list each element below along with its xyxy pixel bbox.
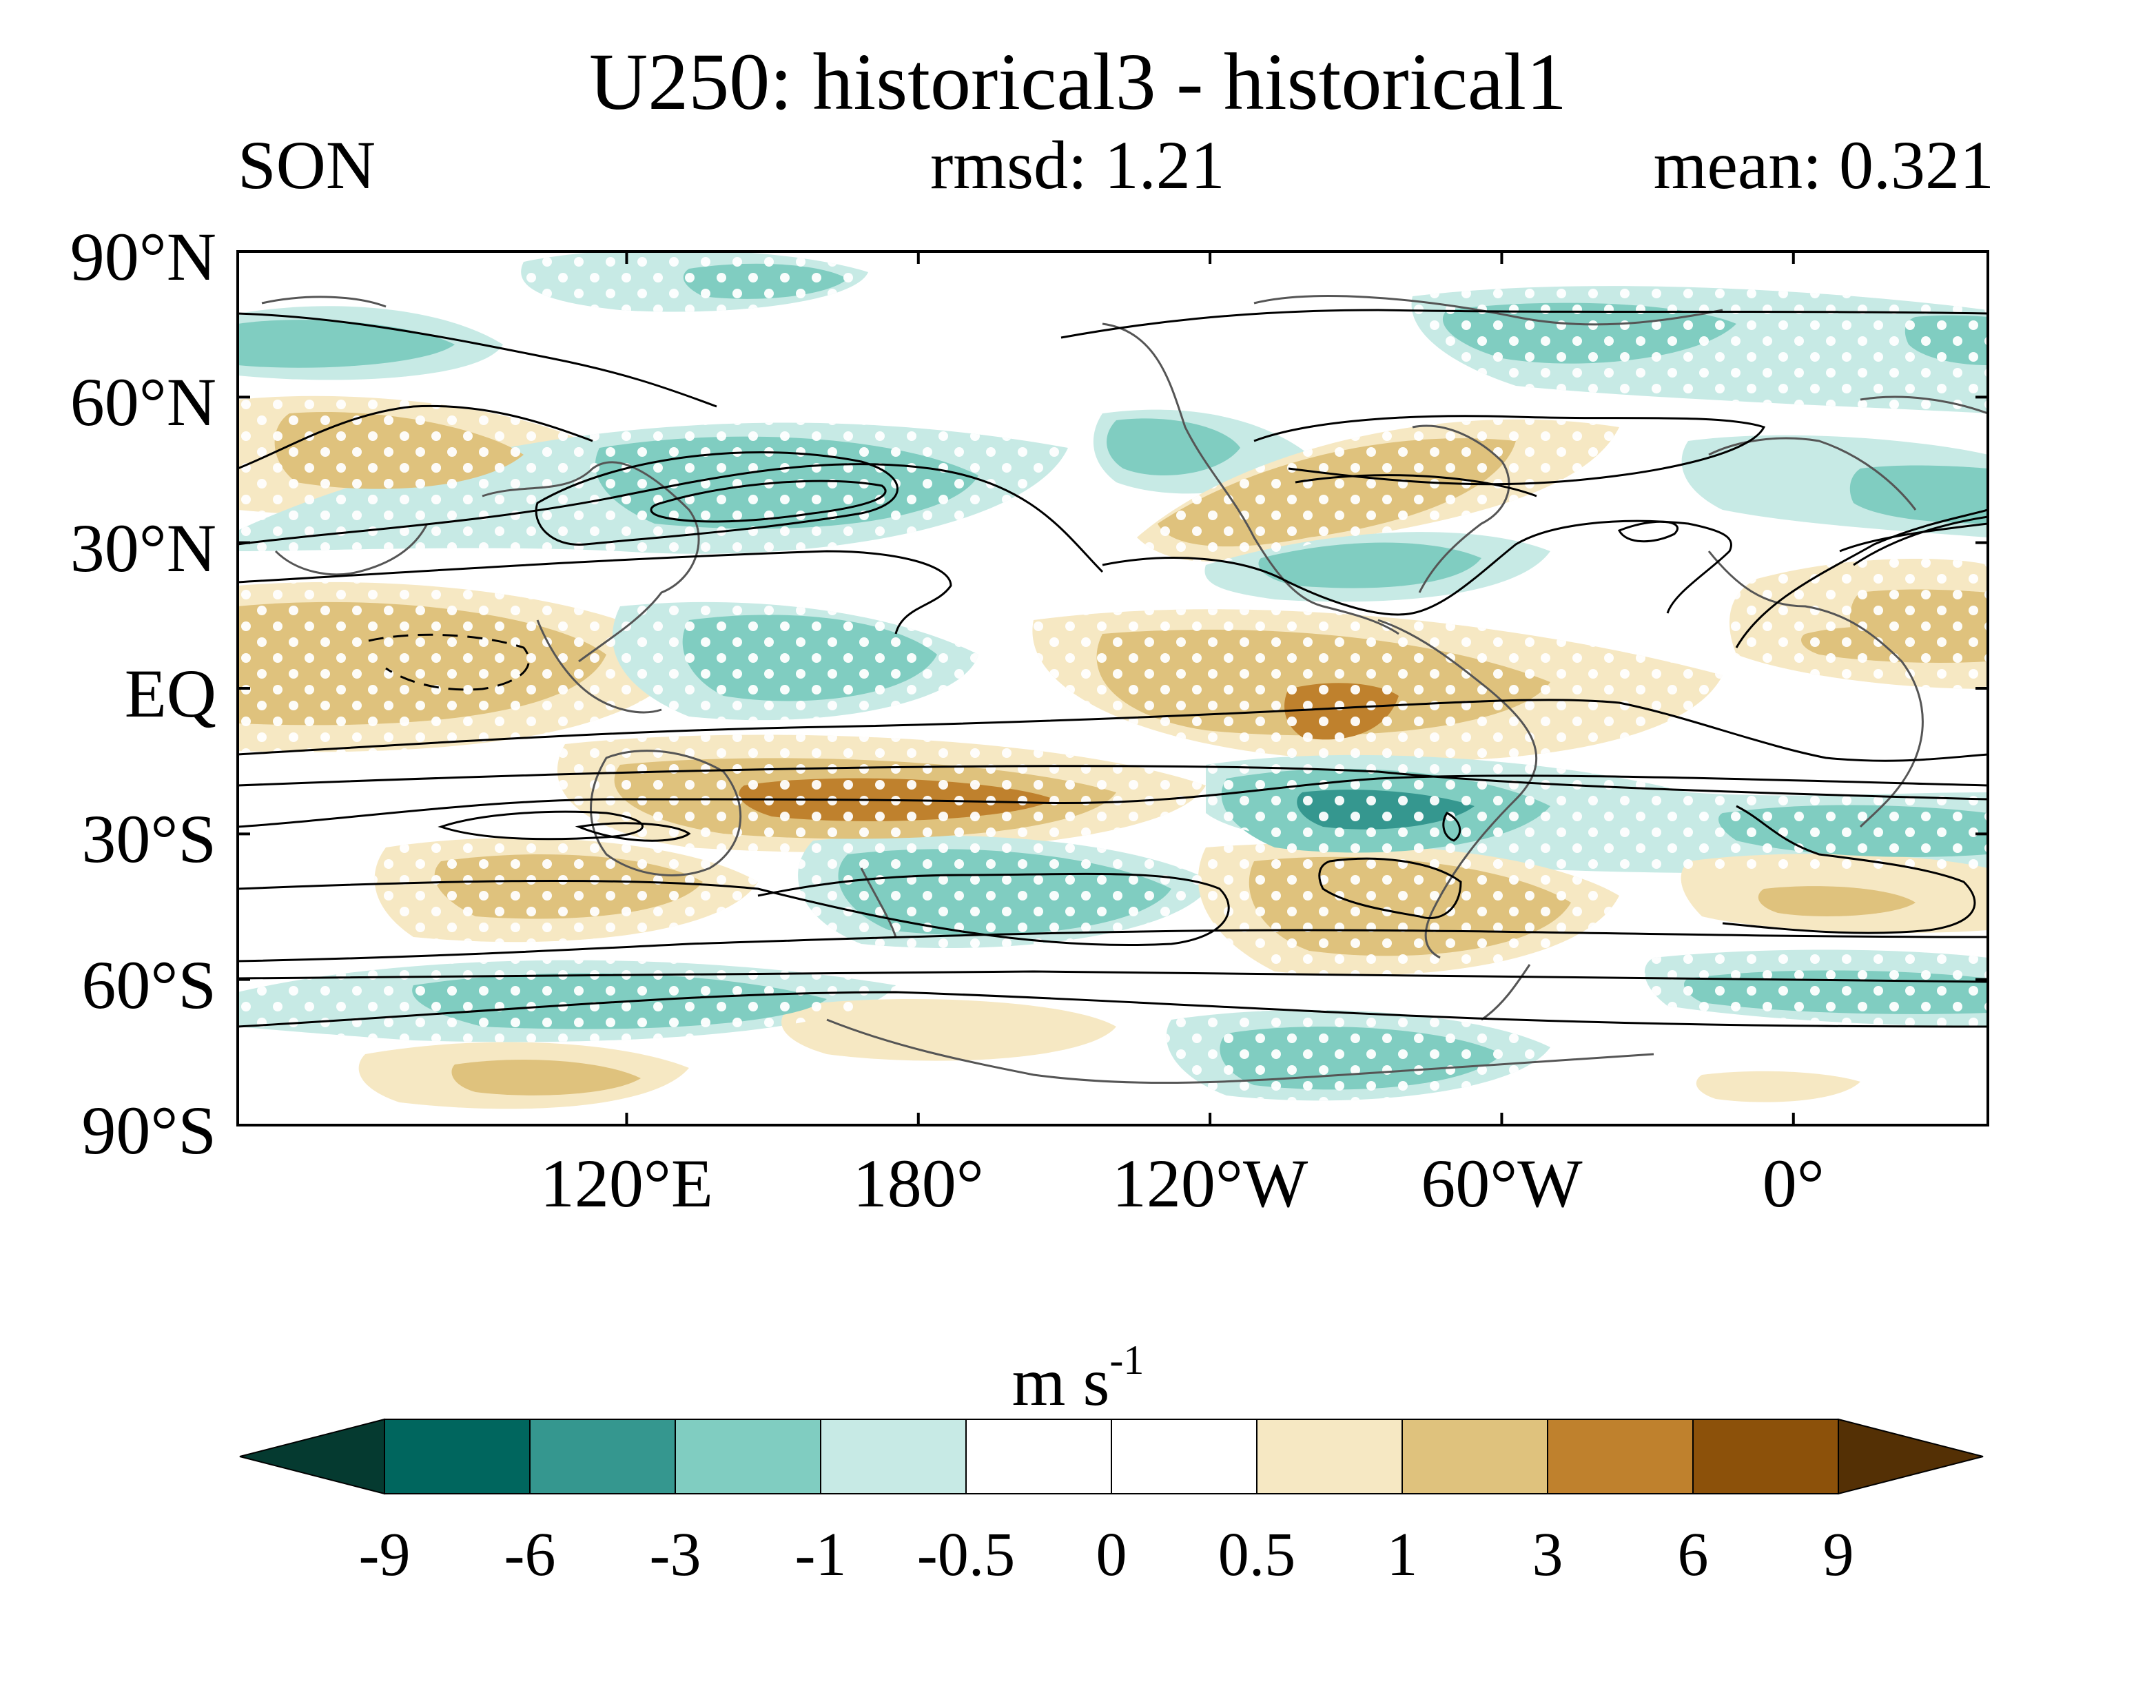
colorbar-tick-label: -9 xyxy=(358,1521,411,1589)
colorbar-box xyxy=(1111,1419,1257,1494)
coastlines xyxy=(261,295,1988,1084)
lat-label: 60°N xyxy=(70,364,216,441)
colorbar-box xyxy=(965,1419,1112,1494)
season-label: SON xyxy=(238,127,376,203)
colorbar-tick-label: -6 xyxy=(504,1521,556,1589)
colorbar-box xyxy=(1256,1419,1403,1494)
colorbar-min-triangle xyxy=(239,1418,385,1495)
lon-label: 120°W xyxy=(1111,1145,1308,1222)
colorbar-max-triangle xyxy=(1838,1418,1984,1495)
colorbar-tick-label: 0.5 xyxy=(1218,1521,1296,1589)
colorbar-tick-label: -3 xyxy=(649,1521,701,1589)
lat-label: 90°N xyxy=(70,218,216,295)
colorbar-tick-label: 3 xyxy=(1532,1521,1563,1589)
axis-ticks xyxy=(238,250,1988,1126)
colorbar-box xyxy=(529,1419,676,1494)
colorbar-tick-label: 6 xyxy=(1677,1521,1709,1589)
lat-label: 60°S xyxy=(81,946,216,1023)
mean-label: mean: 0.321 xyxy=(1653,127,1994,203)
lat-label: 90°S xyxy=(81,1092,216,1169)
colorbar xyxy=(239,1418,1984,1495)
colorbar-tick-label: 0 xyxy=(1096,1521,1127,1589)
colorbar-units: m s-1 xyxy=(0,1337,2156,1421)
colorbar-box xyxy=(675,1419,821,1494)
negative-contour xyxy=(368,633,530,691)
lat-label: 30°S xyxy=(81,801,216,878)
lat-label: 30°N xyxy=(70,509,216,586)
colorbar-box xyxy=(384,1419,531,1494)
colorbar-box xyxy=(820,1419,967,1494)
lat-label: EQ xyxy=(124,655,216,732)
map-title: U250: historical3 - historical1 xyxy=(589,37,1567,127)
significance-stippling xyxy=(238,251,1988,1101)
colorbar-tick-label: 1 xyxy=(1386,1521,1418,1589)
colorbar-box xyxy=(1692,1419,1839,1494)
colorbar-tick-label: -1 xyxy=(794,1521,847,1589)
colorbar-box xyxy=(1402,1419,1548,1494)
lon-label: 180° xyxy=(852,1145,984,1222)
lon-label: 60°W xyxy=(1421,1145,1583,1222)
rmsd-label: rmsd: 1.21 xyxy=(930,127,1225,203)
colorbar-tick-label: 9 xyxy=(1823,1521,1854,1589)
lon-label: 120°E xyxy=(540,1145,713,1222)
colorbar-tick-label: -0.5 xyxy=(916,1521,1016,1589)
map-plot-area xyxy=(238,251,1988,1125)
units-base: m s xyxy=(1012,1344,1110,1420)
lon-label: 0° xyxy=(1762,1145,1825,1222)
units-exponent: -1 xyxy=(1109,1337,1144,1383)
colorbar-box xyxy=(1547,1419,1694,1494)
